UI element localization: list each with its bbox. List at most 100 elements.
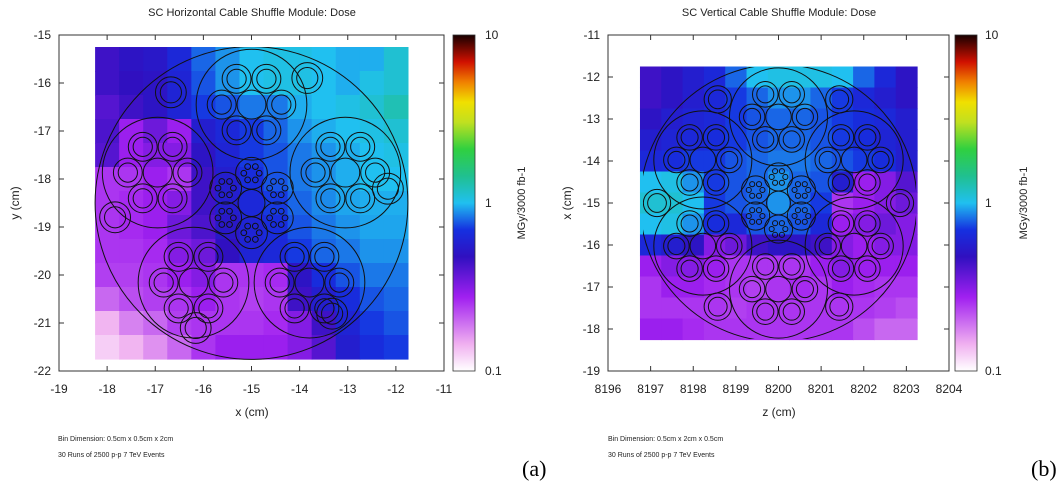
heatmap-cell (746, 129, 769, 152)
heatmap-cell (810, 297, 833, 320)
heatmap-cell (810, 108, 833, 131)
small-cable-core (184, 316, 207, 340)
cable-strand-core (680, 259, 699, 278)
heatmap-cell (191, 71, 217, 96)
small-cable (885, 188, 915, 218)
cable-bundle (653, 110, 753, 210)
heatmap-cell (359, 215, 385, 240)
small-cable (291, 62, 324, 94)
heatmap-cell (895, 171, 918, 194)
cable-strand (702, 210, 730, 237)
heatmap-cell (359, 119, 385, 144)
heatmap-cell (119, 263, 144, 288)
x-tick-label: -16 (195, 382, 213, 396)
heatmap-cell (359, 191, 385, 216)
small-cable-core (829, 296, 850, 317)
cable-bundle (728, 239, 829, 339)
cable-strand (689, 146, 717, 174)
heatmap-cell (119, 287, 144, 312)
heatmap-cell (767, 150, 790, 173)
cable-bundle (253, 226, 366, 339)
cable-strand (738, 275, 766, 303)
cable-strand-core (818, 150, 837, 169)
cable-strand (827, 210, 855, 237)
center-strand (768, 173, 775, 181)
heatmap-cell (810, 66, 833, 89)
heatmap-cell (767, 192, 790, 215)
cable-strand-core (858, 173, 877, 192)
center-bundle (235, 216, 268, 250)
small-cable (703, 85, 732, 114)
y-tick-label: -15 (34, 28, 52, 42)
cable-strand (765, 275, 792, 303)
cable-strand-core (226, 120, 247, 141)
center-bundle (786, 201, 816, 231)
center-strand (226, 221, 233, 228)
center-strand (270, 178, 277, 185)
heatmap-cell (874, 87, 897, 110)
cable-strand-core (132, 188, 153, 209)
heatmap-cell (874, 108, 897, 131)
chart-a-heatmap (95, 47, 409, 360)
cable-strand (702, 255, 730, 282)
heatmap-cell (383, 143, 409, 168)
heatmap-cell (895, 108, 918, 131)
cable-strand-core (213, 272, 234, 293)
cable-strand (827, 255, 855, 282)
small-cable (825, 292, 854, 321)
cable-strand (345, 131, 376, 162)
cable-strand-core (284, 298, 305, 319)
y-tick-label: -19 (583, 364, 601, 378)
cable-strand-core (795, 107, 814, 126)
cable-strand (751, 253, 779, 280)
heatmap-cell (810, 192, 833, 215)
cable-bundle (804, 110, 904, 210)
cable-strand-core (743, 107, 762, 126)
heatmap-cell (874, 276, 897, 299)
heatmap-cell (703, 234, 726, 257)
heatmap-cell (359, 95, 385, 120)
cable-strand-core (756, 85, 775, 104)
heatmap-cell (810, 318, 833, 341)
heatmap-cell (383, 311, 409, 336)
cable-strand-core (284, 246, 305, 267)
center-bundle (209, 201, 243, 235)
cable-strand (251, 115, 282, 146)
center-strand (772, 179, 779, 186)
small-cable (154, 76, 187, 109)
cable-strand (148, 267, 179, 298)
heatmap-cell (895, 234, 918, 257)
cable-strand (315, 131, 346, 162)
heatmap-cell (682, 171, 705, 194)
cable-strand-core (256, 68, 277, 89)
chart-b-heatmap (639, 66, 918, 341)
cable-strand (294, 267, 325, 298)
heatmap-cell (767, 66, 790, 89)
cable-strand (264, 267, 295, 298)
cable-strand (827, 124, 855, 151)
chart-b-axes: 8196 8197 8198 8199 8200 8201 8202 8203 8204 -11 -… (583, 28, 963, 396)
heatmap-cell (167, 263, 192, 288)
x-tick-label: -15 (243, 382, 261, 396)
heatmap-cell (119, 335, 144, 360)
center-strand (794, 192, 802, 199)
cable-strand (751, 126, 779, 153)
heatmap-cell (95, 287, 120, 312)
cable-strand-core (680, 173, 699, 192)
cable-strand (663, 232, 690, 260)
heatmap-cell (119, 215, 144, 240)
panel-b-label: (b) (1031, 456, 1057, 481)
heatmap-cell (167, 71, 192, 96)
heatmap-cell (725, 255, 748, 278)
center-strand (782, 173, 789, 181)
cable-strand (676, 210, 703, 237)
center-strand (251, 163, 259, 170)
cable-strand (715, 146, 743, 174)
cable-strand (206, 89, 237, 120)
center-strand (229, 184, 237, 192)
y-tick-label: -17 (34, 124, 52, 138)
cable-strand-core (320, 136, 341, 157)
cable-strand-core (707, 214, 726, 233)
heatmap-cell (767, 108, 790, 131)
heatmap-cell (639, 108, 662, 131)
